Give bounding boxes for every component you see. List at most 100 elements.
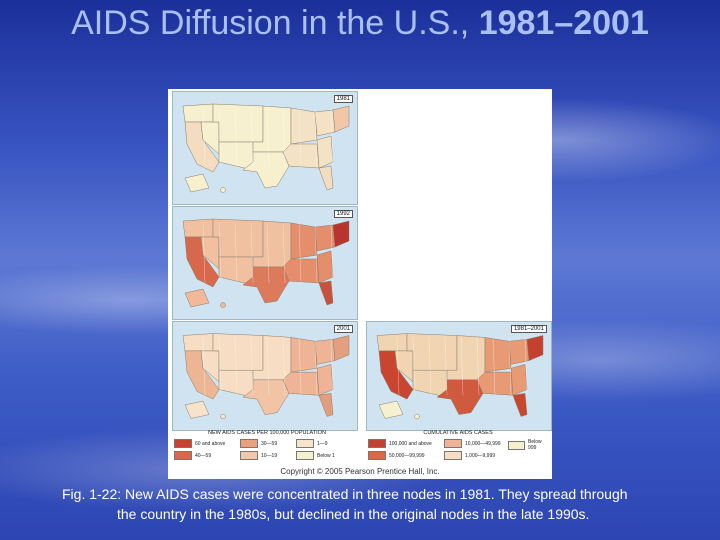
legend-swatch [368,451,386,460]
state-border [234,222,238,284]
region-mw [290,337,318,373]
state-border [218,337,222,396]
map-year-label: 1992 [333,210,353,218]
legend-label: 10—19 [261,452,278,459]
legend-label: Below 1 [317,452,335,459]
legend-title: CUMULATIVE AIDS CASES [423,430,493,436]
state-border [524,337,528,396]
legend-label: 60 and above [195,440,226,447]
slide-title: AIDS Diffusion in the U.S., 1981–2001 [20,2,700,44]
legend-swatch [444,451,462,460]
alaska-inset [184,400,210,419]
legend-label: 1,000—9,999 [465,452,496,459]
region-mw [290,222,318,260]
legend-swatch [240,439,258,448]
region-fl [318,393,334,417]
state-border [282,337,286,396]
region-ny [332,335,350,361]
state-border [266,222,270,284]
region-mtn [212,333,264,371]
legend-label: 1—9 [317,440,328,447]
hawaii-inset [220,413,226,420]
region-mtn [212,218,264,258]
figure-caption: Fig. 1-22: New AIDS cases were concentra… [62,484,702,524]
state-border [250,222,254,284]
legend-cumulative-cases: CUMULATIVE AIDS CASES 100,000 and above … [366,430,550,464]
state-border [492,337,496,396]
legend-item: 50,000—99,999 [368,451,425,460]
region-ny [332,220,350,248]
region-wa [182,218,214,238]
state-border [314,337,318,396]
state-border [282,222,286,284]
state-border [282,107,286,169]
legend-item: 10,000—49,999 [444,439,501,448]
legend-item: 1—9 [296,439,328,448]
hawaii-inset [220,187,226,193]
map-panel: 2001 [172,321,358,431]
region-mtn [406,333,458,371]
alaska-inset [378,400,404,419]
region-se [316,364,334,396]
legend-swatch [240,451,258,460]
region-mtn [212,103,264,143]
state-border [218,222,222,284]
title-main: AIDS Diffusion in the U.S., [71,4,479,42]
state-border [218,107,222,169]
region-fl [318,280,334,306]
region-mw [484,337,512,373]
state-border [314,222,318,284]
region-fl [318,165,334,191]
map-panel: 1992 [172,206,358,320]
region-wa [182,103,214,123]
map-year-label: 2001 [333,325,353,333]
legend-item: 40—59 [174,451,211,460]
state-border [508,337,512,396]
legend-label: 100,000 and above [389,440,432,447]
legend-swatch [174,439,192,448]
legend-title: NEW AIDS CASES PER 100,000 POPULATION [208,430,326,436]
legend-label: 10,000—49,999 [465,440,501,447]
region-fl [512,393,528,417]
state-border [234,337,238,396]
us-choropleth-map [376,333,544,420]
copyright-text: Copyright © 2005 Pearson Prentice Hall, … [280,467,440,476]
state-border [412,337,416,396]
legend-item: 30—59 [240,439,277,448]
state-border [202,107,206,169]
state-border [266,107,270,169]
region-ny [332,105,350,133]
state-border [202,222,206,284]
state-border [250,107,254,169]
legend-item: 100,000 and above [368,439,432,448]
map-year-label: 1981–2001 [510,325,547,333]
legend-swatch [508,440,526,450]
state-border [330,107,334,169]
region-se [316,250,334,284]
state-border [298,337,302,396]
state-border [428,337,432,396]
us-choropleth-map [182,218,350,308]
region-wa [376,333,408,352]
legend-label: 40—59 [195,452,212,459]
map-panel: 1981–2001 [366,321,552,431]
region-se [316,135,334,169]
state-border [396,337,400,396]
caption-line-2: the country in the 1980s, but declined i… [117,506,590,522]
legend-label: Below 999 [528,439,542,451]
legend-item: Below 1 [296,451,335,460]
region-se [510,364,528,396]
legend-swatch [444,439,462,448]
aids-map-figure: 1981 1992 2001 1981–2001 NEW AIDS CASES … [168,89,552,479]
legend-swatch [174,451,192,460]
legend-swatch [296,439,314,448]
state-border [476,337,480,396]
state-border [298,107,302,169]
state-border [330,337,334,396]
caption-line-1: Fig. 1-22: New AIDS cases were concentra… [62,486,628,502]
state-border [202,337,206,396]
legend-item: 60 and above [174,439,225,448]
state-border [250,337,254,396]
legend-item: 1,000—9,999 [444,451,495,460]
legend-label: 30—59 [261,440,278,447]
